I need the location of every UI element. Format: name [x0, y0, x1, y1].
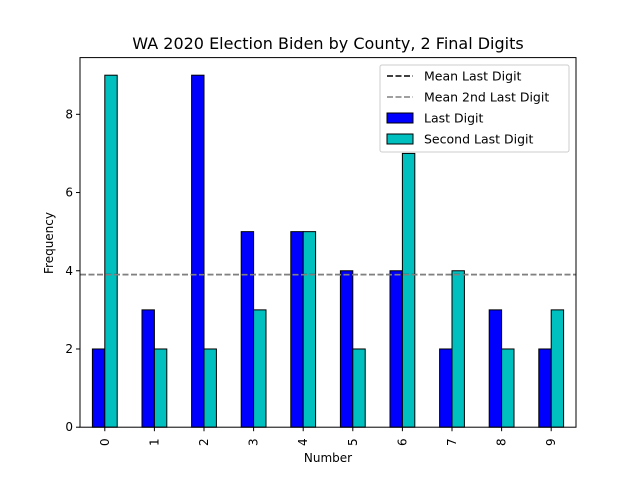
x-tick-label-7: 7	[445, 438, 459, 446]
bar-last-digit-7	[439, 348, 453, 428]
bar-second-last-digit-9	[550, 309, 565, 428]
y-tick-label-4: 4	[65, 264, 73, 278]
x-axis-label: Number	[304, 451, 352, 465]
x-tick-label-3: 3	[247, 438, 261, 446]
legend-label-mean-second-last-digit: Mean 2nd Last Digit	[424, 90, 549, 105]
bar-last-digit-8	[488, 309, 503, 428]
bar-last-digit-9	[538, 348, 552, 428]
y-tick-label-0: 0	[65, 420, 73, 434]
x-tick-label-6: 6	[395, 438, 409, 446]
bar-second-last-digit-6	[401, 152, 416, 428]
legend: Mean Last Digit Mean 2nd Last Digit Last D…	[379, 64, 570, 153]
x-tick-label-9: 9	[544, 438, 558, 446]
x-tick-label-5: 5	[346, 438, 360, 446]
bar-last-digit-3	[240, 231, 255, 428]
bar-last-digit-2	[191, 74, 205, 428]
bar-second-last-digit-3	[253, 309, 267, 428]
y-tick-label-6: 6	[65, 186, 73, 200]
bar-last-digit-6	[389, 270, 403, 428]
bar-second-last-digit-5	[352, 348, 366, 428]
legend-swatch-last-digit	[386, 112, 414, 124]
bar-second-last-digit-2	[203, 348, 217, 428]
bar-second-last-digit-7	[451, 270, 465, 428]
bar-last-digit-5	[339, 270, 354, 428]
y-tick-label-8: 8	[65, 107, 73, 121]
bar-second-last-digit-0	[104, 74, 118, 428]
x-tick-label-1: 1	[147, 438, 161, 446]
x-tick-label-2: 2	[197, 438, 211, 446]
x-tick-label-0: 0	[98, 438, 112, 446]
x-tick-label-4: 4	[296, 438, 310, 446]
chart-title: WA 2020 Election Biden by County, 2 Fina…	[132, 34, 523, 53]
y-tick-label-2: 2	[65, 342, 73, 356]
bar-last-digit-1	[141, 309, 155, 428]
axes: 0 2 4 6 8 0 1 2 3 4 5 6 7 8 9	[65, 57, 577, 446]
plot-area	[80, 74, 576, 428]
bar-last-digit-4	[290, 231, 304, 428]
bar-second-last-digit-1	[153, 348, 168, 428]
bar-second-last-digit-8	[501, 348, 515, 428]
legend-box	[379, 64, 570, 153]
axes-frame	[79, 57, 577, 428]
legend-label-second-last-digit: Second Last Digit	[424, 132, 533, 147]
bar-last-digit-0	[91, 348, 106, 428]
y-axis-label: Frequency	[42, 212, 56, 274]
bar-second-last-digit-4	[302, 231, 317, 428]
legend-label-mean-last-digit: Mean Last Digit	[424, 69, 522, 84]
legend-label-last-digit: Last Digit	[424, 111, 484, 126]
legend-swatch-second-last-digit	[386, 133, 414, 145]
x-tick-label-8: 8	[495, 438, 509, 446]
